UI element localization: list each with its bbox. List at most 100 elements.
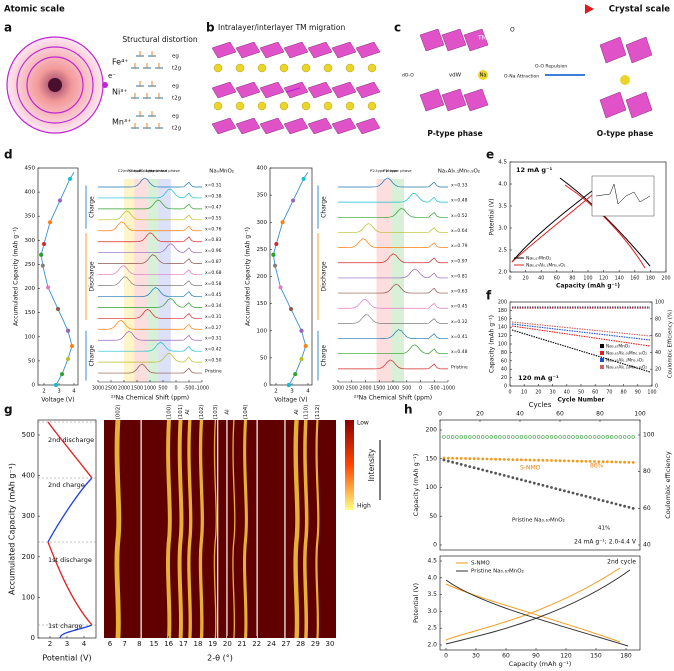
trace-label: x=0.38 [205, 193, 222, 199]
x-tick-label: -500 [429, 386, 440, 392]
x-tick-label: 3000 [332, 386, 344, 392]
pristine-dot [485, 469, 489, 473]
x-tick-label: 20 [223, 640, 232, 648]
x-tick-label: 3 [290, 389, 294, 395]
legend-label: Na₀.₆₇MnO₂ [526, 256, 551, 262]
phase-label: P2'-type phase [383, 168, 412, 173]
trace-label: x=0.58 [205, 281, 222, 287]
snmo-dot [575, 459, 579, 463]
curve-charge [47, 477, 93, 543]
orbital-label: t2g [172, 96, 181, 102]
curve-charge [59, 624, 93, 639]
legend-label: Pristine Na₀.₆₇MnO₂ [471, 569, 524, 575]
y-tick-label: 200 [257, 274, 268, 280]
panel-label: f [486, 289, 492, 303]
efficiency-dot [562, 435, 567, 439]
pristine-dot [575, 492, 579, 496]
capacity-series [511, 325, 651, 347]
nmr-trace [98, 308, 202, 319]
y-tick-label: 60 [655, 333, 661, 339]
y-tick-label: 400 [25, 190, 36, 196]
sample-dot [273, 263, 278, 268]
octahedron [259, 117, 285, 135]
efficiency-dot [588, 435, 592, 439]
octahedron [211, 41, 237, 59]
octahedron [599, 91, 627, 119]
snmo-dot [520, 458, 523, 462]
octahedron [625, 36, 653, 64]
compound-label: NaₓMnO₂ [209, 169, 234, 175]
pristine-dot [489, 470, 493, 474]
x-tick-label: 120 [599, 276, 608, 282]
sample-dot [39, 252, 44, 257]
pristine-dot [524, 479, 528, 483]
x-tick-label: 4 [72, 389, 76, 395]
c-label: dO-O [402, 73, 414, 79]
y-tick-label: 500 [22, 431, 35, 439]
peak-label: Al [294, 409, 300, 415]
trace-label: x=0.45 [451, 304, 468, 310]
heatmap-bg [104, 420, 336, 638]
efficiency-dot [627, 435, 631, 439]
y-tick-label: 60 [643, 505, 651, 512]
sample-dot [289, 307, 293, 312]
orbital-label: eg [172, 54, 179, 60]
nmr-trace [338, 298, 448, 309]
y-tick-label: 160 [498, 316, 507, 322]
octahedron [441, 28, 467, 52]
pristine-dot [494, 471, 497, 475]
y-tick-label: 4.5 [427, 558, 437, 565]
efficiency-dot [476, 435, 481, 439]
x-axis-label: Cycles [529, 401, 552, 409]
x-tick-label: 40 [516, 411, 524, 418]
snmo-dot [537, 458, 540, 462]
nmr-trace [338, 193, 448, 203]
peak-label: (112) [315, 405, 321, 420]
snmo-dot [477, 457, 480, 461]
efficiency-dot [481, 435, 485, 439]
x-tick-label: 2 [274, 389, 278, 395]
pristine-dot [618, 503, 622, 507]
efficiency-dot [442, 435, 446, 439]
migration-arrow [285, 87, 301, 93]
x-tick-label: 20 [523, 276, 529, 282]
pristine-dot [584, 494, 588, 498]
pristine-dot [442, 458, 446, 462]
pristine-dot [541, 483, 545, 487]
phase-label: P2-type phase [370, 168, 398, 173]
x-tick-label: 30 [550, 390, 556, 396]
plot-frame [37, 419, 97, 639]
y-tick-label: 20 [655, 367, 661, 373]
x-tick-label: 6 [108, 640, 113, 648]
octahedron [211, 117, 237, 135]
snmo-dot [502, 458, 506, 461]
x-tick-label: 21 [238, 640, 247, 648]
trace-label: x=0.97 [451, 258, 468, 264]
pristine-dot [614, 502, 618, 506]
y-tick-label: 0 [433, 542, 437, 549]
y-tick-label: 300 [257, 220, 268, 226]
x-tick-label: 2000 [359, 386, 371, 392]
y-axis-label: Capacity (mAh g⁻¹) [412, 454, 420, 517]
x-tick-label: 4 [82, 640, 87, 648]
na-ion [478, 70, 488, 80]
segment-label: Discharge [321, 261, 328, 291]
efficiency-dot [506, 435, 511, 439]
x-tick-label: 2 [42, 389, 46, 395]
c-label: O [510, 27, 515, 34]
nmr-trace [338, 283, 448, 294]
trace-label: x=0.52 [451, 213, 468, 219]
na-ion [323, 63, 333, 73]
pristine-dot [451, 460, 454, 464]
pristine-dot [459, 463, 463, 466]
pristine-dot [610, 501, 614, 505]
sample-dot [68, 176, 72, 181]
y-axis-label: Potential (V) [412, 583, 420, 623]
sample-dot [274, 241, 279, 246]
electron-label: e⁻ [108, 72, 116, 80]
curve-discharge [47, 421, 93, 479]
nmr-trace [98, 363, 202, 374]
x-tick-label: 0 [419, 386, 422, 392]
octahedron [355, 41, 381, 59]
y-tick-label: 120 [498, 333, 507, 339]
